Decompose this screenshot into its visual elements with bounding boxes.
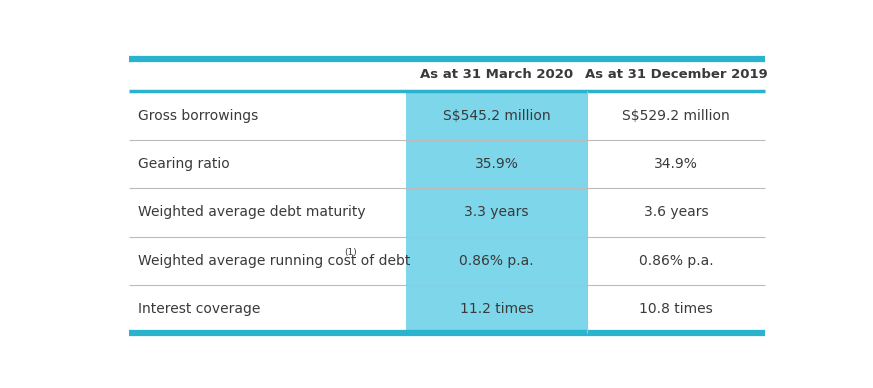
Text: Weighted average debt maturity: Weighted average debt maturity — [138, 205, 365, 219]
Text: 34.9%: 34.9% — [655, 157, 698, 171]
Text: S$545.2 million: S$545.2 million — [443, 109, 551, 123]
Text: 10.8 times: 10.8 times — [640, 302, 713, 316]
Text: Gearing ratio: Gearing ratio — [138, 157, 230, 171]
Text: 35.9%: 35.9% — [475, 157, 519, 171]
Text: As at 31 March 2020: As at 31 March 2020 — [420, 68, 574, 81]
Text: 0.86% p.a.: 0.86% p.a. — [639, 254, 714, 268]
Text: 3.6 years: 3.6 years — [644, 205, 709, 219]
Text: As at 31 December 2019: As at 31 December 2019 — [585, 68, 767, 81]
Text: (1): (1) — [344, 248, 357, 257]
Text: 3.3 years: 3.3 years — [464, 205, 529, 219]
Bar — [406, 92, 588, 333]
Text: Gross borrowings: Gross borrowings — [138, 109, 258, 123]
Text: Interest coverage: Interest coverage — [138, 302, 260, 316]
Text: S$529.2 million: S$529.2 million — [622, 109, 730, 123]
Text: 11.2 times: 11.2 times — [460, 302, 533, 316]
Text: 0.86% p.a.: 0.86% p.a. — [459, 254, 534, 268]
Text: Weighted average running cost of debt: Weighted average running cost of debt — [138, 254, 410, 268]
